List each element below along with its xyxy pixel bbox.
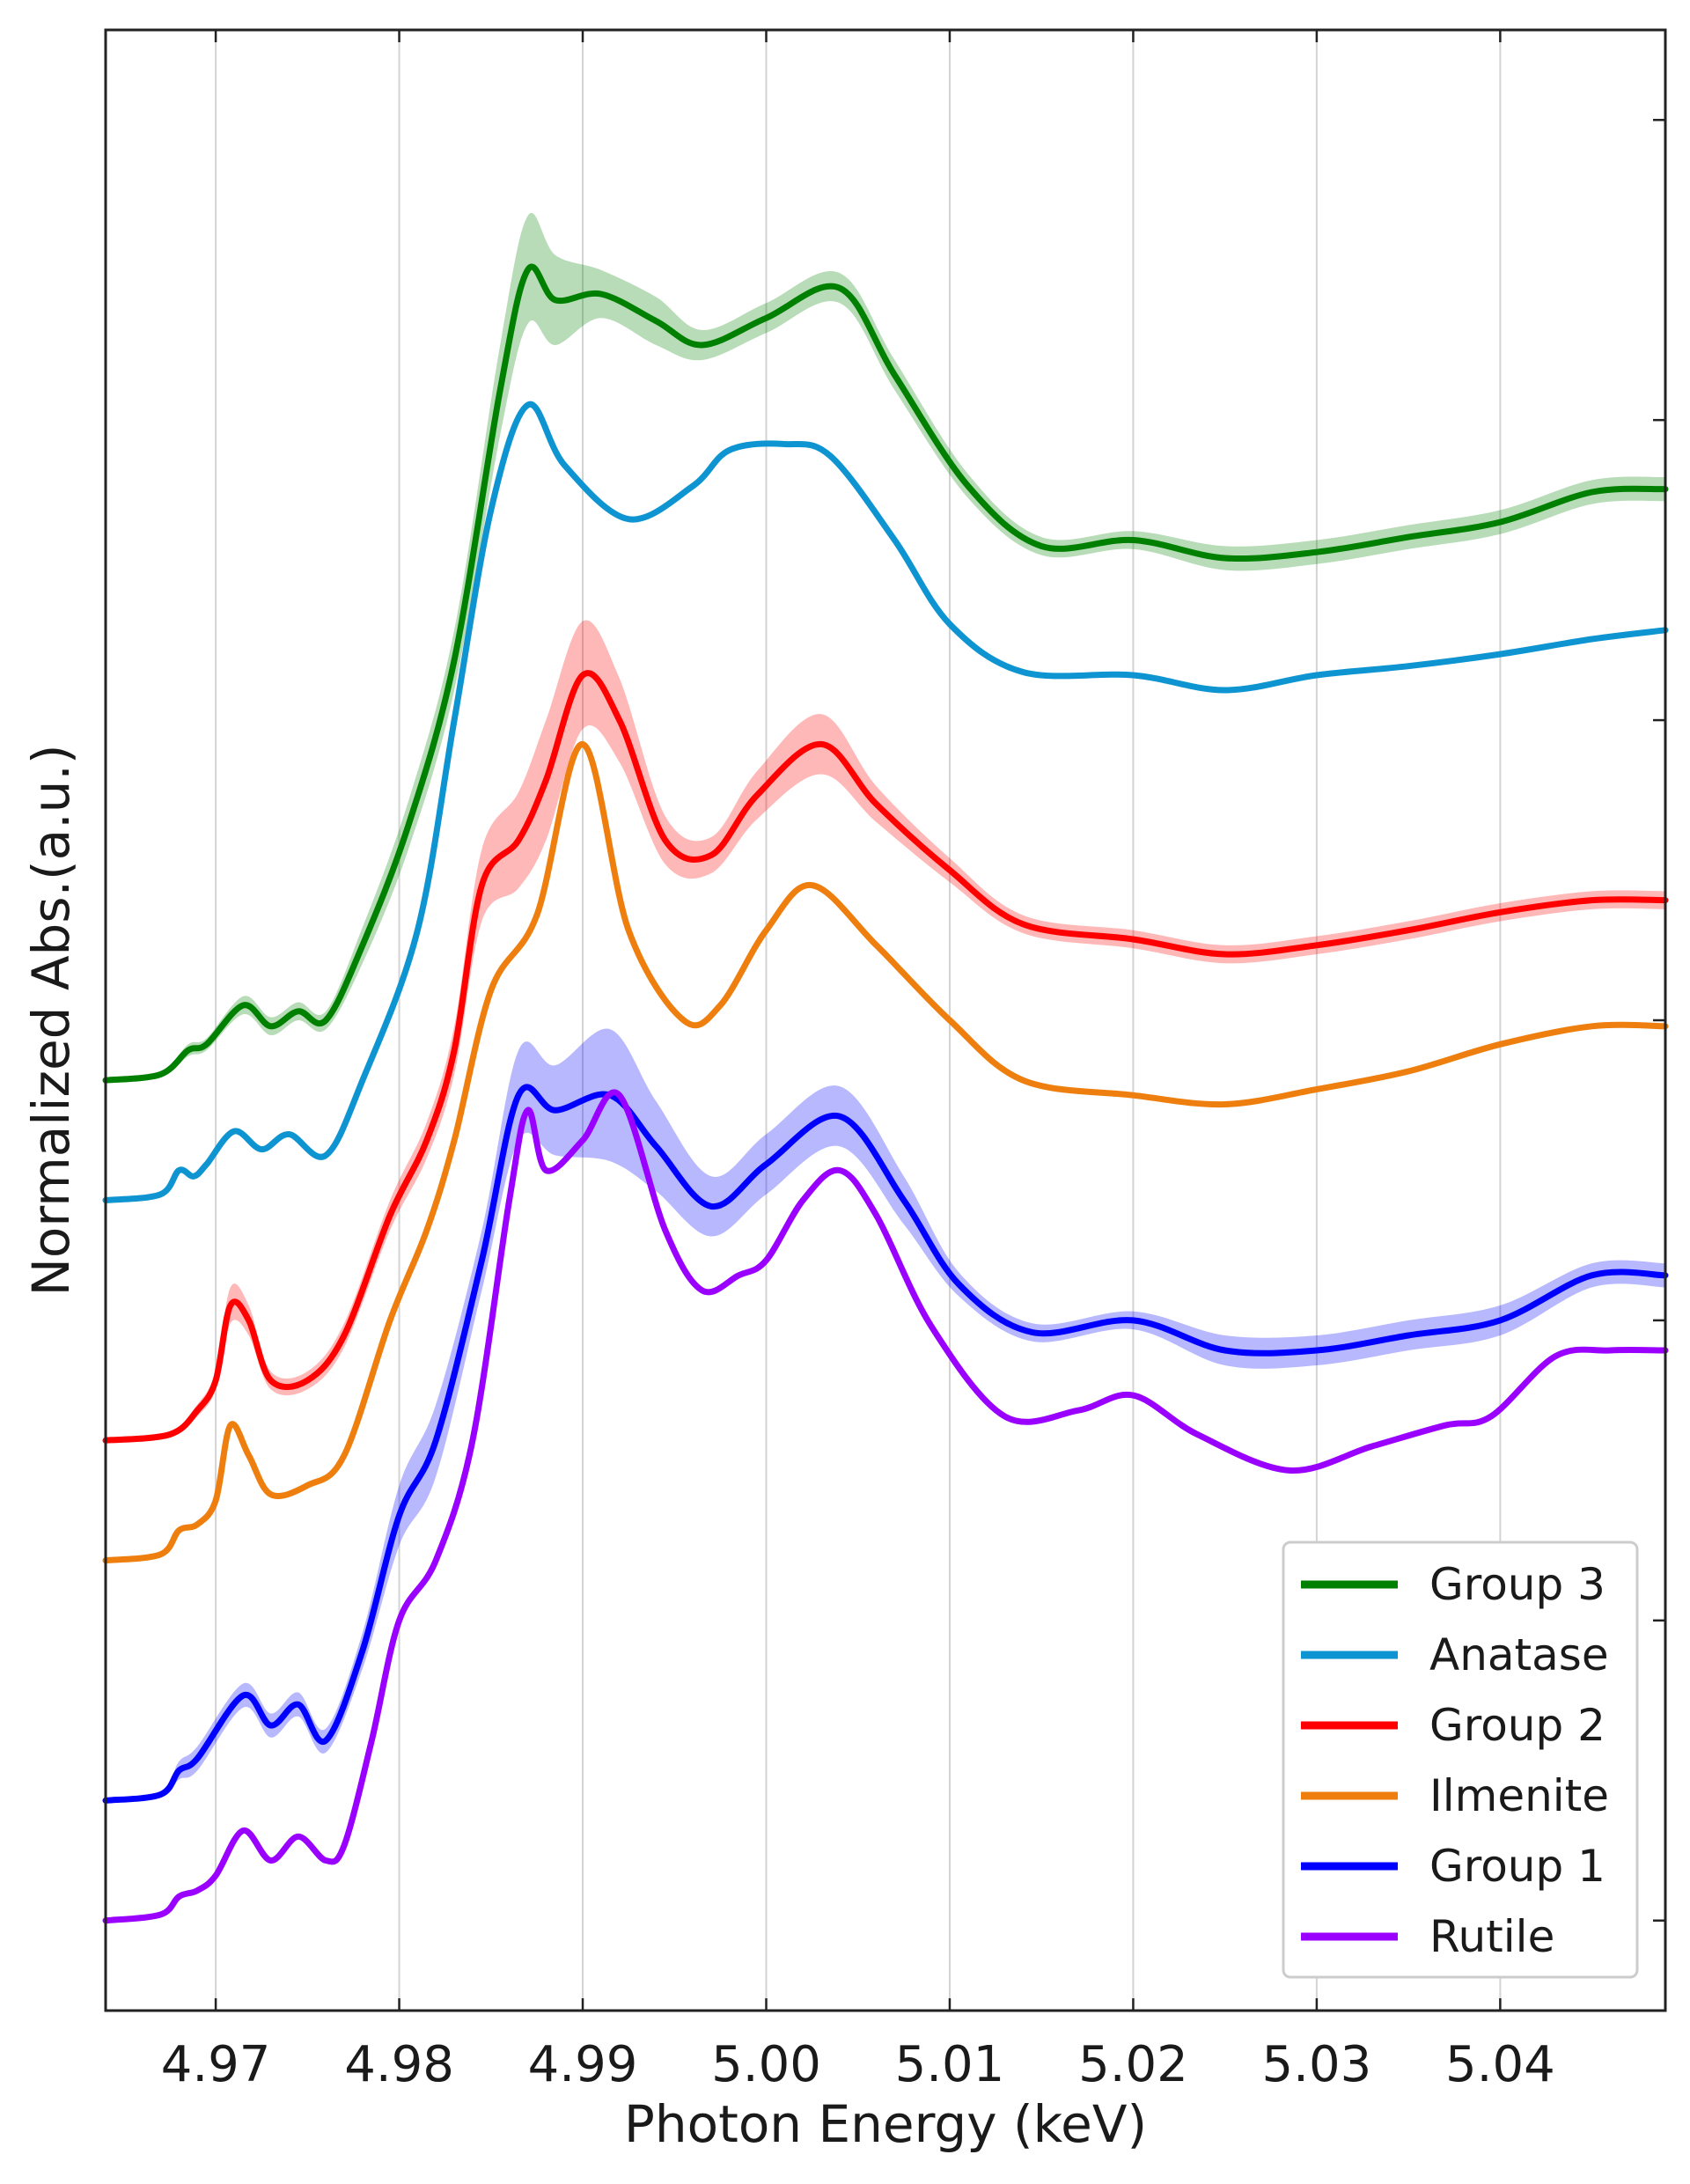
legend-label-rutile: Rutile [1429,1911,1554,1962]
x-tick-label: 5.04 [1445,2036,1555,2093]
x-tick-label: 4.98 [344,2036,454,2093]
series-line-anatase [102,401,1669,1203]
x-axis-label: Photon Energy (keV) [624,2094,1147,2154]
legend-label-group-2: Group 2 [1429,1700,1606,1751]
tick-layer [214,30,1665,2011]
series-line-group-2 [102,670,1669,1444]
legend-label-ilmenite: Ilmenite [1429,1770,1609,1821]
series-line-rutile [102,1089,1669,1924]
line-layer [102,263,1669,1924]
legend: Group 3 Anatase Group 2 Ilmenite Group 1 Ruti… [1282,1541,1639,1979]
x-tick-labels: 4.97 4.98 4.99 5.00 5.01 5.02 5.03 5.04 [161,2036,1555,2093]
x-tick-label: 5.02 [1078,2036,1188,2093]
band-group-1 [106,1028,1665,1804]
series-line-group-3 [102,263,1669,1084]
x-tick-label: 5.01 [895,2036,1005,2093]
x-tick-label: 5.00 [711,2036,821,2093]
y-axis-label: Normalized Abs.(a.u.) [21,745,81,1297]
x-tick-label: 4.99 [528,2036,638,2093]
legend-label-group-3: Group 3 [1429,1559,1606,1610]
band-group-2 [106,620,1665,1444]
series-line-ilmenite [102,740,1669,1564]
x-tick-label: 5.03 [1262,2036,1372,2093]
legend-label-anatase: Anatase [1429,1629,1609,1680]
x-tick-label: 4.97 [161,2036,271,2093]
legend-label-group-1: Group 1 [1429,1841,1606,1892]
legend-items: Group 3 Anatase Group 2 Ilmenite Group 1 Ruti… [1301,1559,1609,1962]
